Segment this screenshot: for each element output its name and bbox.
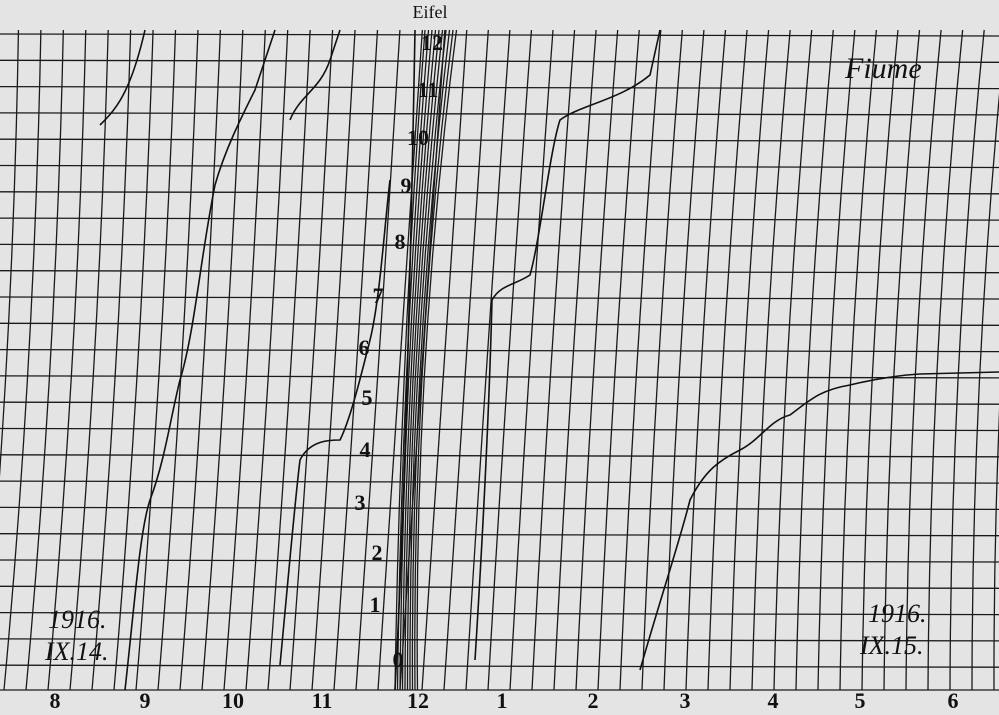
hour-label: 9 <box>140 688 151 713</box>
scale-label: 2 <box>372 540 383 565</box>
scale-label: 5 <box>362 385 373 410</box>
hour-label: 6 <box>948 688 959 713</box>
hour-label: 12 <box>407 688 429 713</box>
scale-label: 7 <box>373 283 384 308</box>
scale-label: 12 <box>421 30 443 55</box>
station-label: Eifel <box>413 2 448 22</box>
hour-label: 2 <box>588 688 599 713</box>
date-year: 1916. <box>48 605 107 634</box>
hour-label: 1 <box>497 688 508 713</box>
hour-label: 11 <box>312 688 333 713</box>
hour-label: 4 <box>768 688 779 713</box>
hour-label: 3 <box>680 688 691 713</box>
scale-label: 3 <box>355 490 366 515</box>
scale-label: 9 <box>401 173 412 198</box>
scale-label: 1 <box>370 592 381 617</box>
date-day: IX.15. <box>859 631 924 660</box>
hour-label: 8 <box>50 688 61 713</box>
date-day: IX.14. <box>44 637 109 666</box>
scale-label: 4 <box>360 437 371 462</box>
seismogram: Eifel Fiume 1916. IX.14. 1916. IX.15. 8 9… <box>0 0 999 715</box>
scale-label: 8 <box>395 229 406 254</box>
scale-label: 0 <box>393 647 404 672</box>
scale-label: 6 <box>359 335 370 360</box>
scale-label: 11 <box>418 77 439 102</box>
scale-label: 10 <box>407 125 429 150</box>
date-year: 1916. <box>868 599 927 628</box>
station-label: Fiume <box>844 52 922 85</box>
hour-label: 5 <box>855 688 866 713</box>
hour-label: 10 <box>222 688 244 713</box>
